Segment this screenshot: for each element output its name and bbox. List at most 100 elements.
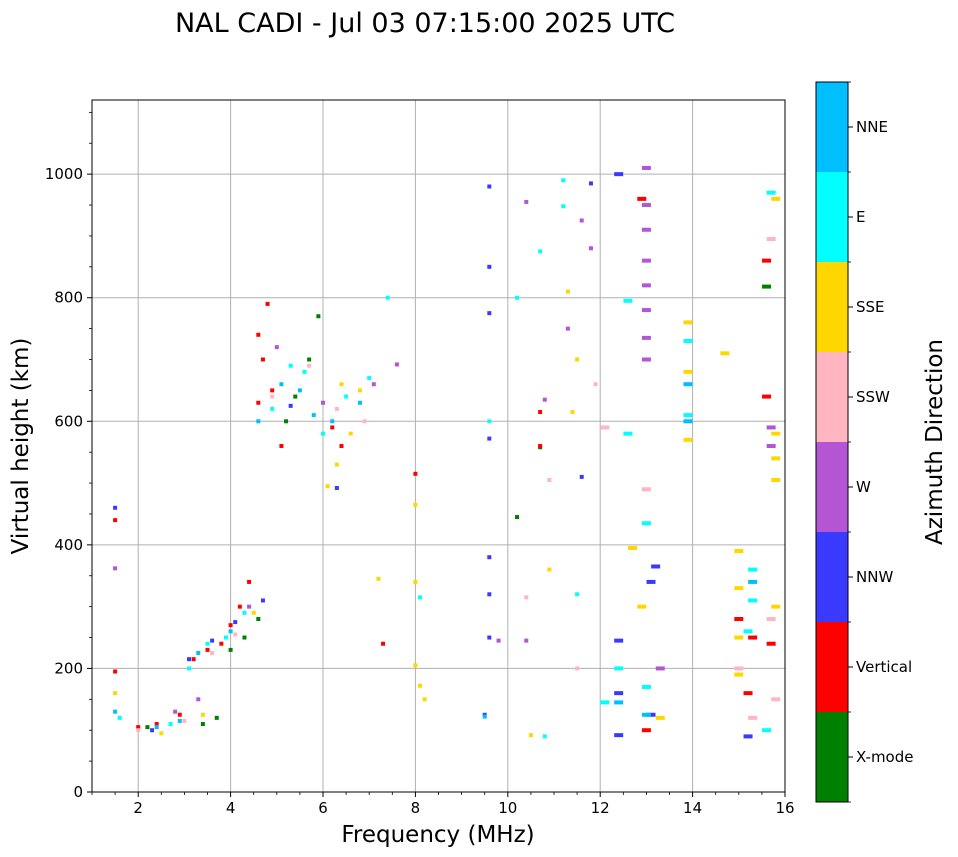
y-tick-label: 600 xyxy=(54,412,83,430)
data-point-nnw xyxy=(487,264,492,269)
colorbar-tick-label: SSE xyxy=(856,298,885,316)
data-point-w xyxy=(496,638,501,643)
data-point-x-mode xyxy=(200,722,205,727)
data-point-nne xyxy=(113,709,118,714)
data-point-vertical xyxy=(113,518,118,523)
data-point-vertical xyxy=(247,579,252,584)
data-point-nne xyxy=(177,718,182,723)
colorbar-tick-label: E xyxy=(856,208,865,226)
data-point-sse xyxy=(771,604,781,609)
data-point-ssw xyxy=(210,650,215,655)
data-point-w xyxy=(641,357,651,362)
data-point-vertical xyxy=(270,388,275,393)
data-point-sse xyxy=(655,715,665,720)
data-point-vertical xyxy=(265,301,270,306)
data-point-nne xyxy=(297,388,302,393)
y-tick-label: 200 xyxy=(54,659,83,677)
data-point-e xyxy=(561,204,566,209)
data-point-e xyxy=(641,684,651,689)
data-point-e xyxy=(270,406,275,411)
data-point-e xyxy=(623,298,633,303)
data-point-e xyxy=(600,700,610,705)
data-point-x-mode xyxy=(242,635,247,640)
data-point-vertical xyxy=(191,657,196,662)
data-point-e xyxy=(205,641,210,646)
data-point-w xyxy=(588,246,593,251)
data-point-w xyxy=(274,345,279,350)
data-point-x-mode xyxy=(293,394,298,399)
data-point-e xyxy=(623,431,633,436)
data-point-x-mode xyxy=(307,357,312,362)
data-point-sse xyxy=(565,289,570,294)
data-point-sse xyxy=(251,610,256,615)
colorbar-segment xyxy=(816,712,848,802)
data-point-ssw xyxy=(766,617,776,621)
data-point-e xyxy=(487,419,492,424)
data-point-e xyxy=(748,567,758,572)
colorbar-tick-label: Vertical xyxy=(856,658,912,676)
data-point-vertical xyxy=(538,444,543,448)
data-point-e xyxy=(321,431,325,436)
data-point-e xyxy=(168,722,173,727)
data-point-e xyxy=(542,734,547,739)
data-point-ssw xyxy=(766,237,776,242)
data-point-vertical xyxy=(339,444,344,448)
data-point-sse xyxy=(113,691,118,696)
data-point-ssw xyxy=(593,382,598,387)
data-point-ssw xyxy=(270,394,275,399)
data-point-e xyxy=(515,295,520,300)
data-point-nnw xyxy=(487,555,492,560)
data-point-vertical xyxy=(256,400,261,405)
data-point-vertical xyxy=(279,444,284,448)
data-point-vertical xyxy=(734,617,744,621)
data-point-nnw xyxy=(614,172,624,177)
data-point-nnw xyxy=(646,712,656,717)
data-point-vertical xyxy=(748,635,758,640)
data-point-nne xyxy=(311,413,316,418)
data-point-sse xyxy=(348,431,353,436)
data-point-vertical xyxy=(154,722,159,727)
data-point-sse xyxy=(376,576,381,581)
colorbar-tick-label: NNW xyxy=(856,568,893,586)
data-point-nne xyxy=(256,419,261,424)
colorbar: X-mode Vertical NNW W SSW SSE E NNE xyxy=(815,81,913,803)
data-point-w xyxy=(579,218,584,223)
data-point-nnw xyxy=(210,638,215,643)
data-point-vertical xyxy=(260,357,265,362)
data-point-vertical xyxy=(219,641,224,646)
data-point-vertical xyxy=(113,669,118,674)
data-point-sse xyxy=(413,502,418,507)
data-point-nne xyxy=(641,712,651,717)
colorbar-tick-label: X-mode xyxy=(856,748,913,766)
data-point-vertical xyxy=(177,712,182,717)
data-point-nnw xyxy=(588,181,593,186)
data-point-w xyxy=(321,400,325,405)
data-point-nnw xyxy=(614,733,624,738)
data-point-w xyxy=(394,362,399,367)
data-point-w xyxy=(173,709,178,714)
data-point-w xyxy=(641,227,651,232)
data-point-nne xyxy=(196,650,201,655)
colorbar-label: Azimuth Direction xyxy=(922,339,948,545)
colorbar-tick-label: SSW xyxy=(856,388,890,406)
data-point-e xyxy=(561,178,566,183)
data-point-x-mode xyxy=(256,617,261,621)
data-point-w xyxy=(542,397,547,402)
data-point-ssw xyxy=(575,666,580,671)
data-point-ssw xyxy=(734,666,744,671)
data-point-w xyxy=(641,283,651,288)
data-point-w xyxy=(524,199,529,204)
x-tick-label: 6 xyxy=(318,799,328,817)
data-point-nnw xyxy=(233,620,238,625)
data-point-sse xyxy=(771,477,781,482)
data-point-sse xyxy=(637,604,647,609)
data-point-nne xyxy=(482,714,487,719)
data-point-e xyxy=(385,295,390,300)
data-point-e xyxy=(117,715,122,720)
data-point-e xyxy=(575,592,580,597)
data-point-nnw xyxy=(487,184,492,189)
data-point-vertical xyxy=(256,332,261,337)
y-tick-label: 0 xyxy=(73,783,83,801)
chart-title: NAL CADI - Jul 03 07:15:00 2025 UTC xyxy=(175,8,675,39)
